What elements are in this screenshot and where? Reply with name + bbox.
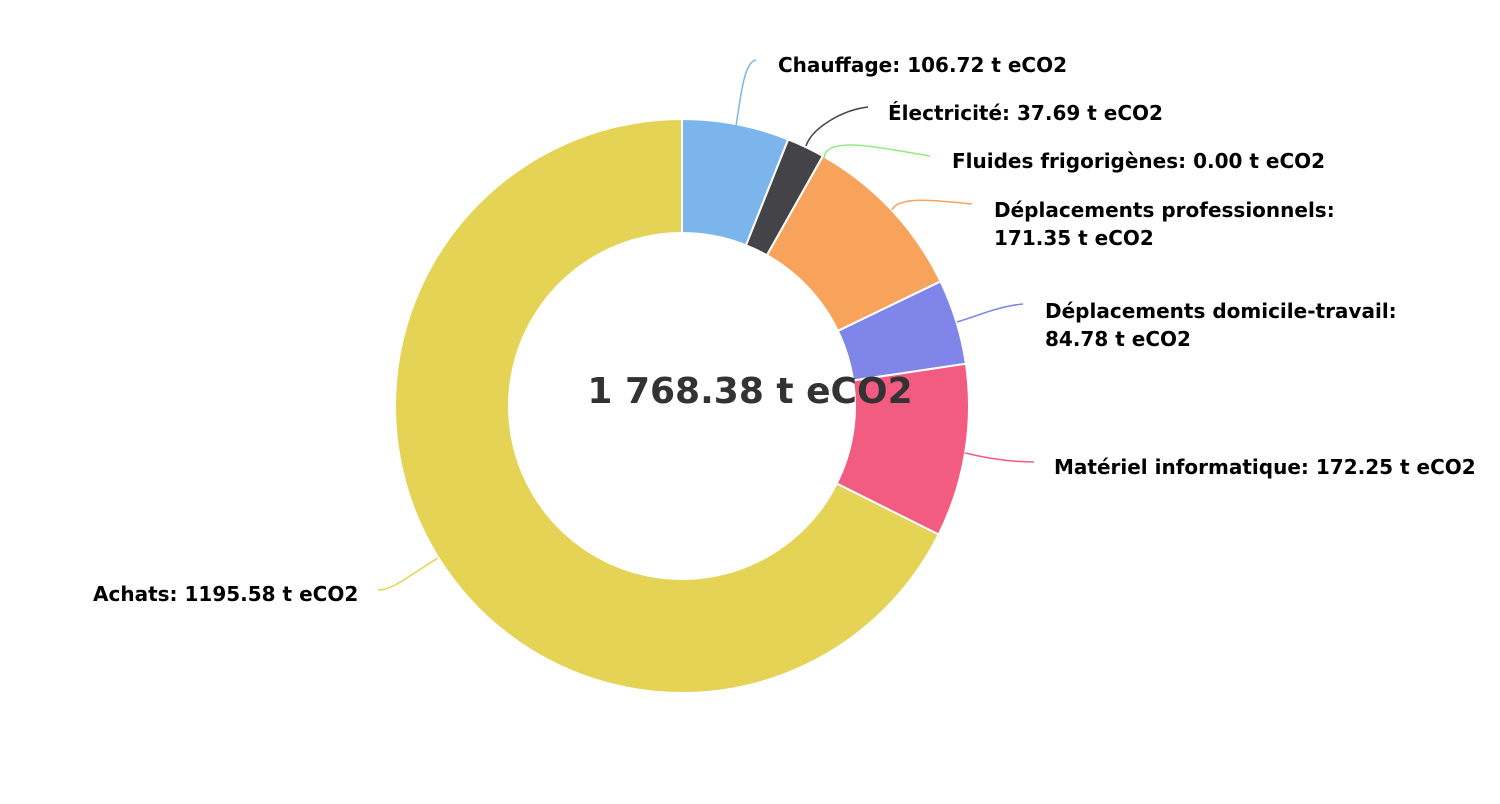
slice-label-line: Chauffage: 106.72 t eCO2 xyxy=(778,53,1067,77)
slice-label-line: Achats: 1195.58 t eCO2 xyxy=(93,582,358,606)
slice-label-line: 84.78 t eCO2 xyxy=(1045,327,1191,351)
connector-achats xyxy=(377,557,439,591)
connector-materiel-informatique xyxy=(964,452,1035,463)
slice-label-deplacements-professionnels: Déplacements professionnels: 171.35 t eCO… xyxy=(994,198,1335,250)
slice-label-line: 171.35 t eCO2 xyxy=(994,226,1154,250)
connector-deplacements-domicile-travail xyxy=(956,303,1024,323)
slice-label-electricite: Électricité: 37.69 t eCO2 xyxy=(888,101,1163,125)
connector-deplacements-professionnels xyxy=(891,199,973,211)
connector-electricite xyxy=(805,106,869,147)
slice-label-line: Déplacements professionnels: xyxy=(994,198,1335,222)
slice-label-fluides-frigorigenes: Fluides frigorigènes: 0.00 t eCO2 xyxy=(952,149,1325,173)
slice-label-line: Électricité: 37.69 t eCO2 xyxy=(888,101,1163,125)
slice-achats[interactable] xyxy=(394,118,940,694)
slice-label-line: Déplacements domicile-travail: xyxy=(1045,299,1397,323)
labels-layer: Chauffage: 106.72 t eCO2 Électricité: 37.… xyxy=(93,53,1476,606)
connector-fluides-frigorigenes xyxy=(823,144,931,159)
slice-label-chauffage: Chauffage: 106.72 t eCO2 xyxy=(778,53,1067,77)
slice-label-line: Fluides frigorigènes: 0.00 t eCO2 xyxy=(952,149,1325,173)
slice-label-achats: Achats: 1195.58 t eCO2 xyxy=(93,582,358,606)
connectors-layer xyxy=(377,59,1035,591)
slice-label-materiel-informatique: Matériel informatique: 172.25 t eCO2 xyxy=(1054,455,1476,479)
slice-label-deplacements-domicile-travail: Déplacements domicile-travail: 84.78 t eC… xyxy=(1045,299,1397,351)
connector-chauffage xyxy=(735,59,757,127)
center-total-label: 1 768.38 t eCO2 xyxy=(587,371,912,412)
slices-layer xyxy=(394,118,970,694)
slice-label-line: Matériel informatique: 172.25 t eCO2 xyxy=(1054,455,1476,479)
